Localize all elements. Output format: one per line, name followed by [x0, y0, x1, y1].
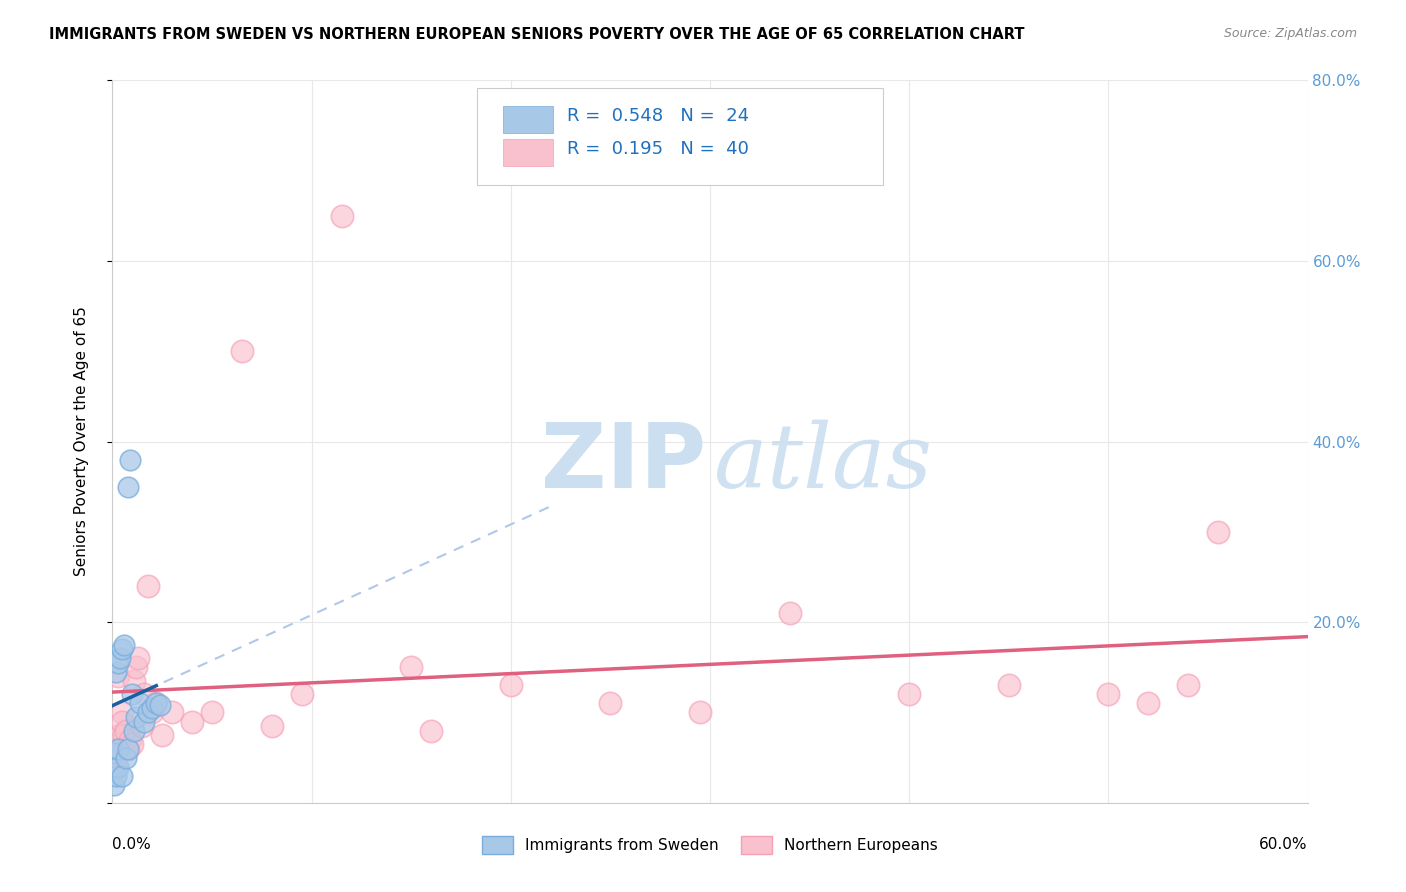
Point	[149, 698, 172, 713]
Point	[115, 750, 138, 764]
Point	[105, 746, 128, 760]
Point	[1137, 697, 1160, 711]
Text: R =  0.548   N =  24: R = 0.548 N = 24	[567, 107, 749, 125]
Text: IMMIGRANTS FROM SWEDEN VS NORTHERN EUROPEAN SENIORS POVERTY OVER THE AGE OF 65 C: IMMIGRANTS FROM SWEDEN VS NORTHERN EUROP…	[49, 27, 1025, 42]
Point	[145, 697, 167, 711]
Point	[131, 719, 153, 733]
Text: 0.0%: 0.0%	[112, 837, 152, 852]
Point	[105, 665, 128, 679]
Point	[129, 697, 152, 711]
Point	[103, 778, 125, 792]
Point	[107, 741, 129, 756]
Point	[127, 651, 149, 665]
Point	[107, 741, 129, 756]
Point	[114, 728, 135, 742]
Point	[107, 669, 129, 683]
Point	[125, 710, 148, 724]
Point	[134, 687, 156, 701]
Point	[141, 706, 163, 720]
Text: R =  0.195   N =  40: R = 0.195 N = 40	[567, 140, 748, 158]
Point	[121, 737, 143, 751]
Point	[145, 697, 167, 711]
Point	[134, 714, 156, 729]
Point	[162, 706, 183, 720]
Point	[420, 723, 443, 738]
Point	[291, 687, 314, 701]
Point	[689, 706, 711, 720]
Text: Source: ZipAtlas.com: Source: ZipAtlas.com	[1223, 27, 1357, 40]
Text: ZIP: ZIP	[541, 419, 706, 508]
Point	[117, 480, 139, 494]
Point	[120, 732, 142, 747]
Point	[107, 760, 129, 774]
FancyBboxPatch shape	[477, 87, 883, 185]
Text: atlas: atlas	[714, 420, 932, 507]
Point	[401, 660, 423, 674]
Point	[181, 714, 204, 729]
Point	[111, 714, 134, 729]
Point	[330, 209, 353, 223]
Point	[107, 656, 129, 670]
Point	[779, 606, 801, 620]
Point	[231, 344, 253, 359]
Point	[115, 723, 138, 738]
Point	[124, 723, 146, 738]
Point	[103, 746, 125, 760]
Point	[114, 638, 135, 652]
FancyBboxPatch shape	[503, 105, 554, 133]
FancyBboxPatch shape	[503, 139, 554, 166]
Point	[117, 741, 139, 756]
Point	[110, 728, 132, 742]
Point	[111, 706, 134, 720]
Point	[1206, 524, 1229, 539]
Point	[121, 687, 143, 701]
Point	[103, 760, 125, 774]
Point	[141, 701, 163, 715]
Y-axis label: Seniors Poverty Over the Age of 65: Seniors Poverty Over the Age of 65	[75, 307, 89, 576]
Point	[138, 579, 160, 593]
Point	[150, 728, 173, 742]
Point	[111, 769, 134, 783]
Point	[110, 651, 132, 665]
Point	[138, 706, 160, 720]
Point	[898, 687, 921, 701]
Point	[260, 719, 283, 733]
Point	[201, 706, 224, 720]
Point	[111, 642, 134, 657]
Point	[1177, 678, 1199, 692]
Point	[124, 673, 146, 688]
Point	[998, 678, 1021, 692]
Point	[1097, 687, 1119, 701]
Point	[125, 660, 148, 674]
Text: 60.0%: 60.0%	[1260, 837, 1308, 852]
Point	[105, 769, 128, 783]
Point	[117, 741, 139, 756]
Point	[599, 697, 621, 711]
Legend: Immigrants from Sweden, Northern Europeans: Immigrants from Sweden, Northern Europea…	[477, 830, 943, 860]
Point	[120, 452, 142, 467]
Point	[499, 678, 522, 692]
